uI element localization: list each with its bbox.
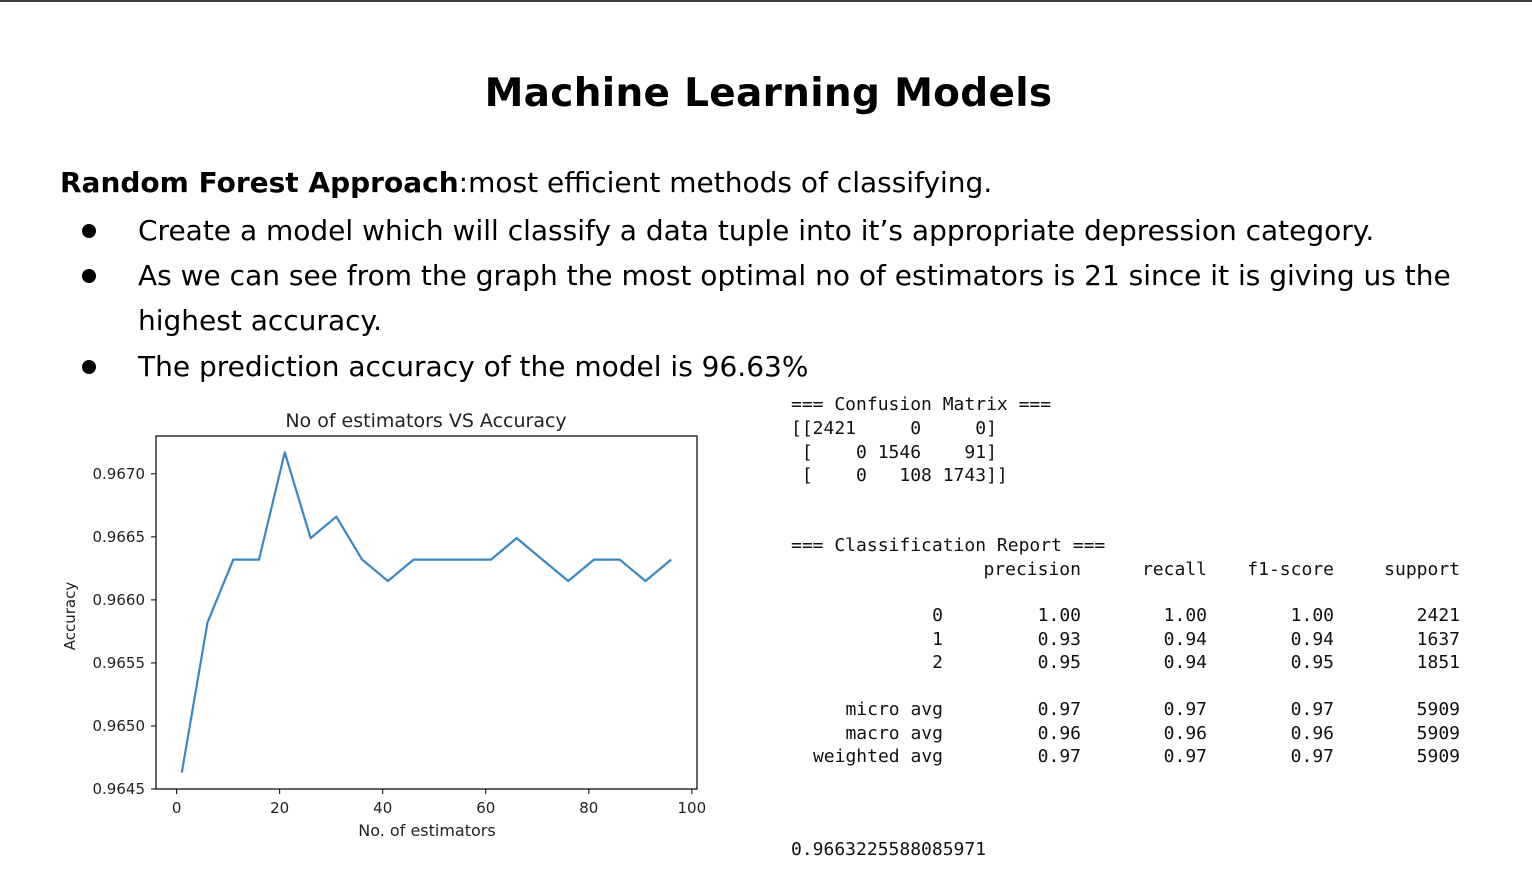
- report-column-header: support: [1384, 559, 1460, 580]
- x-tick-label: 60: [476, 799, 495, 817]
- confusion-matrix-row: [ 0 1546 91]: [791, 442, 997, 463]
- y-tick-label: 0.9660: [93, 591, 146, 609]
- chart-y-axis-label: Accuracy: [61, 582, 79, 651]
- y-tick-label: 0.9650: [93, 717, 146, 735]
- report-cell: 0.97: [1163, 746, 1207, 767]
- slide-title: Machine Learning Models: [484, 71, 1053, 116]
- report-cell: 1.00: [1163, 605, 1207, 626]
- bullet-text: The prediction accuracy of the model is …: [138, 350, 809, 383]
- x-tick-label: 100: [678, 799, 707, 817]
- report-column-header: precision: [983, 559, 1081, 580]
- y-tick-label: 0.9670: [93, 465, 146, 483]
- report-cell: 1637: [1416, 629, 1460, 650]
- report-cell: 1.00: [1290, 605, 1334, 626]
- intro-rest: :most efficient methods of classifying.: [458, 166, 993, 199]
- chart-ticks: 0 20 40 60 80 100 0.9645 0.9650 0.9655 0.9660 0.96…: [93, 465, 707, 817]
- intro-line: Random Forest Approach:most efficient me…: [60, 163, 992, 203]
- report-row-label: micro avg: [845, 699, 943, 720]
- report-cell: 0.97: [1290, 746, 1334, 767]
- confusion-matrix-header: === Confusion Matrix ===: [791, 394, 1052, 415]
- report-cell: 1851: [1416, 652, 1460, 673]
- bullet-text: Create a model which will classify a dat…: [138, 214, 1375, 247]
- report-cell: 0.97: [1037, 699, 1081, 720]
- confusion-matrix-row: [ 0 108 1743]]: [791, 465, 1008, 486]
- y-tick-label: 0.9645: [93, 780, 146, 798]
- report-cell: 0.97: [1037, 746, 1081, 767]
- chart-x-axis-label: No. of estimators: [358, 821, 495, 840]
- report-column-header: f1-score: [1247, 559, 1334, 580]
- y-tick-label: 0.9665: [93, 528, 146, 546]
- report-cell: 5909: [1416, 723, 1460, 744]
- report-cell: 0.94: [1163, 652, 1207, 673]
- x-tick-label: 20: [270, 799, 289, 817]
- accuracy-line-chart: No of estimators VS Accuracy Accuracy No…: [61, 410, 707, 840]
- report-cell: 0.96: [1163, 723, 1207, 744]
- y-tick-label: 0.9655: [93, 654, 146, 672]
- accuracy-output: 0.9663225588085971: [791, 839, 987, 860]
- x-tick-label: 80: [579, 799, 598, 817]
- report-cell: 5909: [1416, 699, 1460, 720]
- bullet-text: As we can see from the graph the most op…: [138, 259, 1451, 337]
- report-row-label: 2: [932, 652, 943, 673]
- report-cell: 0.96: [1037, 723, 1081, 744]
- x-tick-label: 0: [172, 799, 182, 817]
- report-column-header: recall: [1141, 559, 1207, 580]
- report-cell: 0.96: [1290, 723, 1334, 744]
- report-cell: 1.00: [1037, 605, 1081, 626]
- report-cell: 0.97: [1163, 699, 1207, 720]
- report-cell: 5909: [1416, 746, 1460, 767]
- report-cell: 0.93: [1037, 629, 1081, 650]
- report-row-label: weighted avg: [812, 746, 943, 767]
- classification-report-header: === Classification Report ===: [791, 535, 1106, 556]
- bullet-dot-icon: [82, 269, 96, 283]
- confusion-matrix-row: [[2421 0 0]: [791, 418, 997, 439]
- chart-plot-frame: [155, 435, 698, 790]
- top-border: [0, 0, 1532, 2]
- chart-title: No of estimators VS Accuracy: [285, 410, 566, 432]
- x-tick-label: 40: [373, 799, 392, 817]
- report-row-label: macro avg: [845, 723, 943, 744]
- report-cell: 0.94: [1163, 629, 1207, 650]
- report-cell: 2421: [1416, 605, 1460, 626]
- report-row-label: 0: [932, 605, 943, 626]
- bullet-dot-icon: [82, 360, 96, 374]
- series-line: [180, 451, 672, 773]
- report-row-label: 1: [932, 629, 943, 650]
- report-cell: 0.95: [1037, 652, 1081, 673]
- bullet-dot-icon: [82, 224, 96, 238]
- report-cell: 0.95: [1290, 652, 1334, 673]
- report-cell: 0.94: [1290, 629, 1334, 650]
- report-cell: 0.97: [1290, 699, 1334, 720]
- intro-bold: Random Forest Approach: [60, 166, 459, 199]
